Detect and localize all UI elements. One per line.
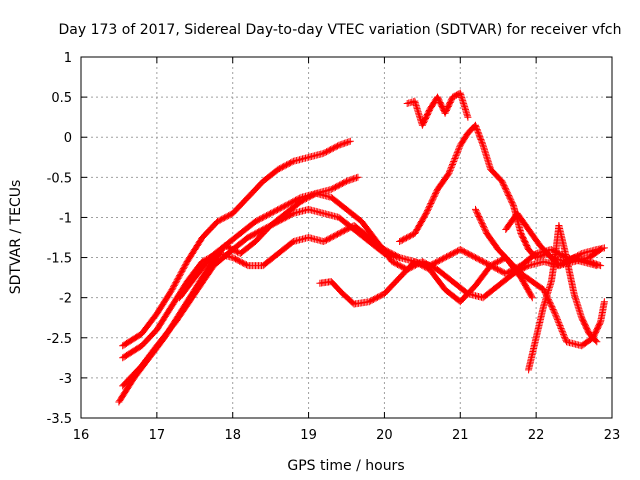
x-tick-label: 17 (149, 428, 166, 443)
y-tick-label: -1 (59, 211, 72, 226)
x-tick-label: 20 (376, 428, 393, 443)
y-tick-label: 0 (64, 131, 72, 146)
x-tick-label: 18 (224, 428, 241, 443)
series-markers (472, 205, 608, 350)
y-tick-label: 1 (64, 51, 72, 66)
y-tick-label: -3.5 (47, 412, 72, 427)
y-tick-label: -0.5 (47, 171, 72, 186)
x-tick-label: 22 (528, 428, 545, 443)
y-tick-label: -2.5 (47, 332, 72, 347)
y-tick-label: -1.5 (47, 252, 72, 267)
series-track-5 (176, 189, 605, 302)
series-track-7 (403, 89, 472, 129)
series-markers (176, 189, 605, 302)
y-tick-label: -3 (59, 372, 72, 387)
x-tick-label: 23 (604, 428, 621, 443)
series-track-8 (396, 121, 605, 270)
series-markers (119, 137, 354, 350)
series-markers (119, 205, 404, 390)
x-axis-label: GPS time / hours (287, 458, 404, 474)
chart-title: Day 173 of 2017, Sidereal Day-to-day VTE… (58, 22, 621, 38)
data-points (115, 89, 608, 406)
series-markers (396, 121, 605, 270)
series-markers (502, 209, 608, 266)
y-tick-label: -2 (59, 292, 72, 307)
x-tick-label: 21 (452, 428, 469, 443)
series-track-9 (472, 205, 608, 350)
series-track-1 (119, 137, 354, 350)
y-axis-label: SDTVAR / TECUs (8, 180, 24, 295)
x-tick-label: 16 (73, 428, 90, 443)
x-tick-label: 19 (300, 428, 317, 443)
x-ticks: 16 17 18 19 20 21 22 23 (73, 57, 621, 443)
series-track-3 (119, 205, 404, 390)
series-markers (403, 89, 472, 129)
plot-frame (80, 56, 613, 419)
series-track-11 (502, 209, 608, 266)
y-tick-label: 0.5 (51, 91, 72, 106)
